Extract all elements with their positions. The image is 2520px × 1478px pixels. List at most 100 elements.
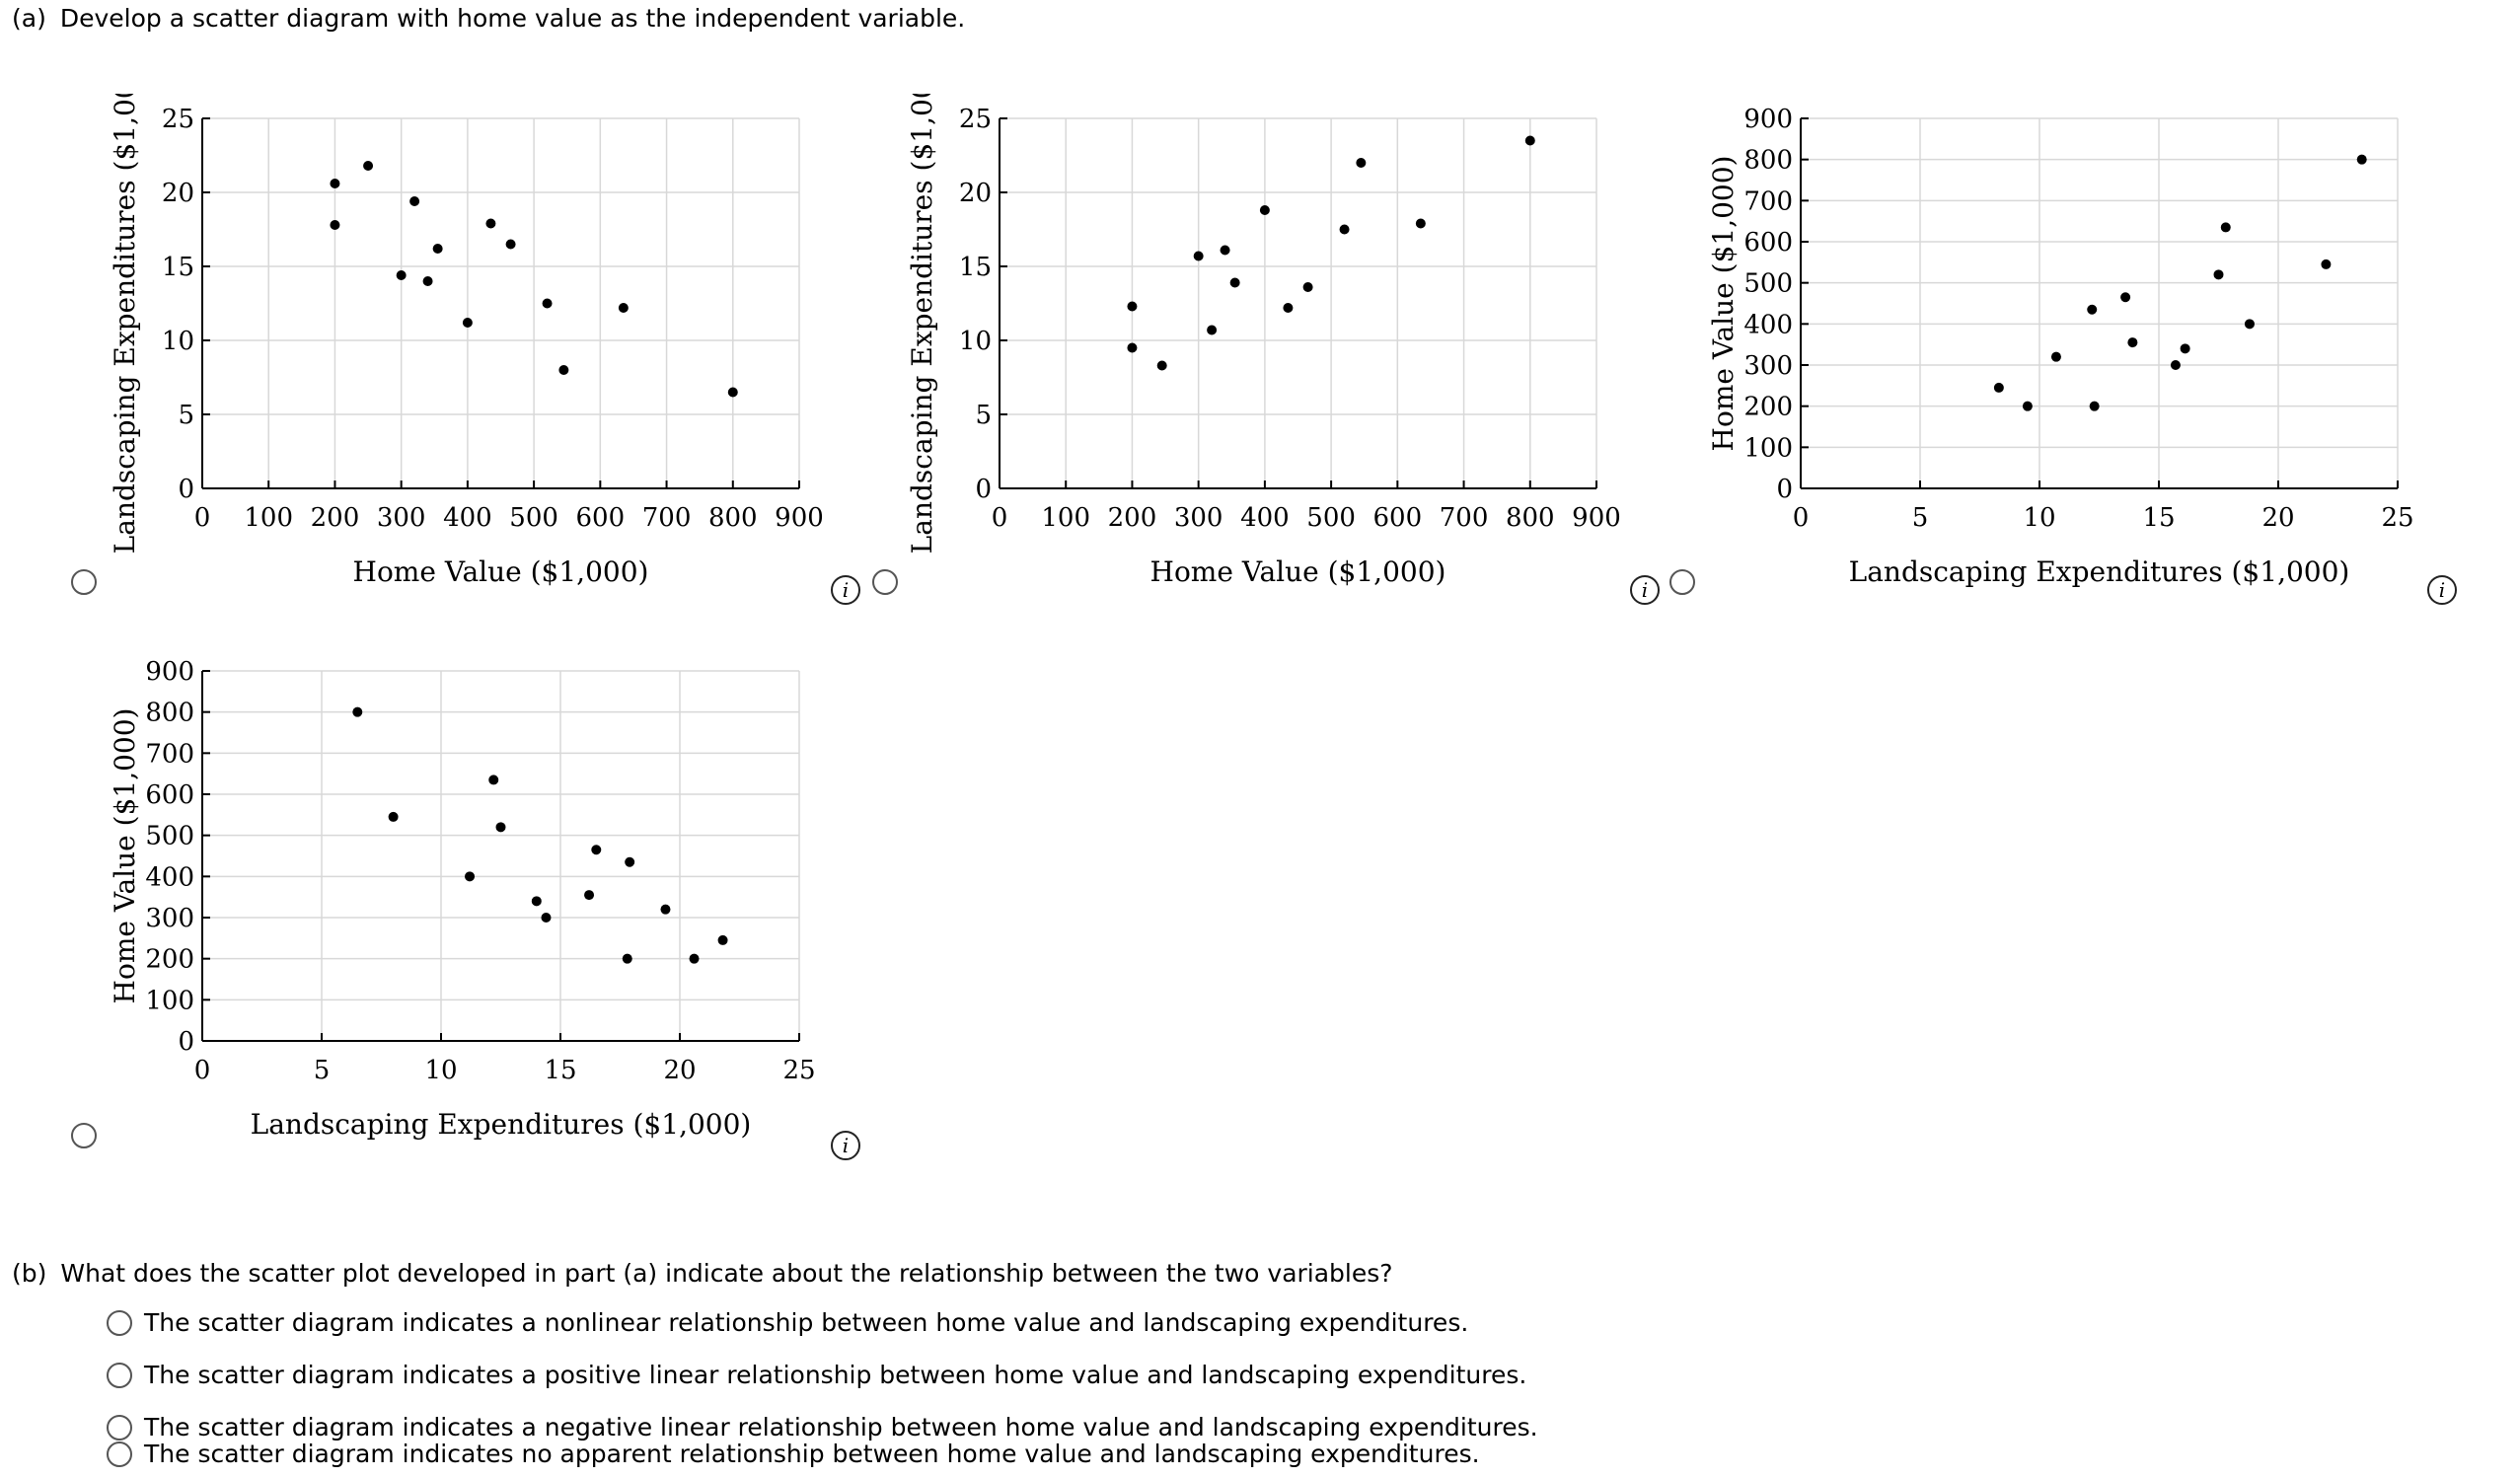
chart-option-1-radio[interactable] xyxy=(71,569,97,595)
part-a-label: (a) xyxy=(12,4,46,33)
answer-option-negative-linear[interactable]: The scatter diagram indicates a negative… xyxy=(107,1413,1538,1441)
y-tick-label: 15 xyxy=(162,253,194,282)
scatter-point xyxy=(2170,360,2181,370)
scatter-point xyxy=(2087,304,2098,315)
scatter-point xyxy=(505,239,516,250)
scatter-point xyxy=(1229,277,1240,288)
scatter-point xyxy=(1193,251,1204,261)
y-tick-label: 200 xyxy=(1743,393,1793,422)
answer-option-no-relationship-radio[interactable] xyxy=(107,1441,132,1467)
y-tick-label: 900 xyxy=(145,657,194,687)
answer-option-label: The scatter diagram indicates a positive… xyxy=(144,1361,1527,1389)
x-tick-label: 300 xyxy=(377,503,426,533)
scatter-point xyxy=(2321,259,2332,269)
x-tick-label: 10 xyxy=(424,1056,457,1085)
x-tick-label: 0 xyxy=(194,1056,211,1085)
scatter-point xyxy=(689,953,700,964)
part-b-question: (b) What does the scatter plot developed … xyxy=(12,1259,1393,1288)
scatter-point xyxy=(1127,342,1138,353)
y-tick-label: 0 xyxy=(178,1027,194,1057)
x-tick-label: 900 xyxy=(775,503,824,533)
y-tick-label: 700 xyxy=(145,739,194,769)
y-tick-label: 0 xyxy=(178,475,194,504)
x-tick-label: 15 xyxy=(544,1056,576,1085)
scatter-point xyxy=(2050,351,2061,362)
x-tick-label: 0 xyxy=(194,503,211,533)
scatter-point xyxy=(409,196,420,206)
chart-option-3-radio[interactable] xyxy=(1669,569,1695,595)
y-tick-label: 700 xyxy=(1743,186,1793,216)
x-tick-label: 5 xyxy=(1912,503,1929,533)
scatter-point xyxy=(330,179,340,188)
scatter-point xyxy=(330,220,340,230)
scatter-point xyxy=(363,161,374,171)
y-tick-label: 5 xyxy=(178,401,194,430)
scatter-point xyxy=(1220,245,1230,256)
scatter-point xyxy=(2180,343,2190,354)
scatter-point xyxy=(422,276,433,286)
chart-4-info-icon[interactable]: i xyxy=(831,1131,860,1160)
scatter-point xyxy=(1339,224,1350,235)
y-tick-label: 500 xyxy=(1743,269,1793,299)
scatter-point xyxy=(432,244,443,254)
answer-option-label: The scatter diagram indicates no apparen… xyxy=(144,1440,1480,1468)
y-tick-label: 10 xyxy=(959,327,992,356)
y-tick-label: 500 xyxy=(145,822,194,851)
answer-option-nonlinear-radio[interactable] xyxy=(107,1309,132,1336)
scatter-point xyxy=(388,811,399,822)
scatter-point xyxy=(1207,325,1218,335)
y-tick-label: 0 xyxy=(975,475,992,504)
scatter-point xyxy=(485,218,496,229)
answer-option-positive-linear-radio[interactable] xyxy=(107,1362,132,1388)
chart-2-info-icon[interactable]: i xyxy=(1630,575,1660,605)
scatter-point xyxy=(717,934,728,945)
answer-option-nonlinear[interactable]: The scatter diagram indicates a nonlinea… xyxy=(107,1308,1468,1337)
x-tick-label: 700 xyxy=(642,503,692,533)
scatter-point xyxy=(2244,319,2255,330)
x-tick-label: 15 xyxy=(2142,503,2175,533)
x-axis-title: Landscaping Expenditures ($1,000) xyxy=(251,1108,752,1141)
y-tick-label: 10 xyxy=(162,327,194,356)
scatter-point xyxy=(542,298,553,309)
scatter-point xyxy=(584,890,595,901)
x-tick-label: 200 xyxy=(1108,503,1157,533)
y-tick-label: 600 xyxy=(1743,228,1793,258)
scatter-point xyxy=(727,387,738,398)
y-tick-label: 900 xyxy=(1743,105,1793,134)
scatter-point xyxy=(558,365,569,375)
scatter-chart-1: 0 100 200 300 400 500 600 700 800 900 0 5 10 15 20 25 Ho… xyxy=(99,53,829,602)
chart-1-info-icon[interactable]: i xyxy=(831,575,860,605)
x-tick-label: 0 xyxy=(992,503,1008,533)
x-tick-label: 800 xyxy=(708,503,758,533)
scatter-point xyxy=(1259,205,1270,215)
scatter-point xyxy=(396,270,407,280)
x-tick-label: 20 xyxy=(2261,503,2294,533)
chart-3-info-icon[interactable]: i xyxy=(2427,575,2457,605)
y-tick-label: 800 xyxy=(145,699,194,728)
answer-option-no-relationship[interactable]: The scatter diagram indicates no apparen… xyxy=(107,1440,1480,1468)
scatter-point xyxy=(1156,360,1167,371)
y-tick-label: 15 xyxy=(959,253,992,282)
x-tick-label: 200 xyxy=(311,503,360,533)
answer-option-positive-linear[interactable]: The scatter diagram indicates a positive… xyxy=(107,1361,1526,1389)
x-tick-label: 100 xyxy=(1041,503,1090,533)
x-tick-label: 800 xyxy=(1506,503,1555,533)
scatter-point xyxy=(2120,292,2131,303)
x-axis-title: Landscaping Expenditures ($1,000) xyxy=(1849,555,2350,588)
chart-option-2-radio[interactable] xyxy=(872,569,898,595)
scatter-point xyxy=(1415,218,1426,229)
chart-option-4-radio[interactable] xyxy=(71,1123,97,1148)
y-axis-title: Home Value ($1,000) xyxy=(1707,156,1740,452)
y-tick-label: 20 xyxy=(162,179,194,208)
x-axis-title: Home Value ($1,000) xyxy=(353,555,649,588)
answer-option-negative-linear-radio[interactable] xyxy=(107,1414,132,1441)
scatter-point xyxy=(591,845,602,855)
x-tick-label: 500 xyxy=(1306,503,1356,533)
y-tick-label: 600 xyxy=(145,780,194,810)
scatter-point xyxy=(488,775,499,785)
y-tick-label: 25 xyxy=(162,105,194,134)
x-tick-label: 25 xyxy=(2381,503,2413,533)
scatter-point xyxy=(1356,158,1367,168)
scatter-point xyxy=(1302,282,1313,292)
x-tick-label: 400 xyxy=(1240,503,1290,533)
